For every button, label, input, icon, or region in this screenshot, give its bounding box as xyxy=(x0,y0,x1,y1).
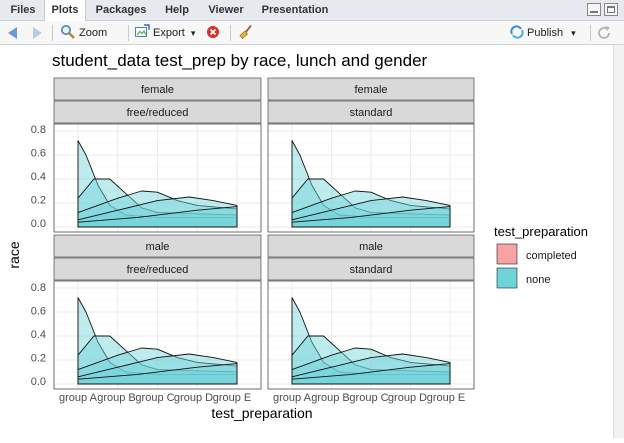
density-area xyxy=(77,206,238,228)
panel-border xyxy=(53,280,262,390)
x-tick-label: group B xyxy=(311,392,350,404)
minimize-pane-button[interactable] xyxy=(587,3,601,16)
facet-strip-lunch xyxy=(53,257,262,281)
export-label: Export xyxy=(153,27,185,39)
panel-border xyxy=(267,123,475,233)
legend-label: completed xyxy=(526,250,577,262)
y-tick-label: 0.4 xyxy=(31,329,46,341)
pane-tab-bar: Files Plots Packages Help Viewer Present… xyxy=(0,0,624,21)
remove-icon xyxy=(207,26,219,38)
facet-strip-label: free/reduced xyxy=(127,107,189,119)
facet-panel xyxy=(267,123,475,233)
forward-arrow-icon[interactable] xyxy=(33,27,42,39)
y-tick-label: 0.2 xyxy=(31,353,46,365)
facet-strip-label: free/reduced xyxy=(127,264,189,276)
facet-strip-label: female xyxy=(141,84,174,96)
toolbar-separator xyxy=(230,25,231,41)
y-tick-label: 0.0 xyxy=(31,376,46,388)
panel-border xyxy=(53,123,262,233)
facet-panel xyxy=(53,123,262,233)
facet-panel xyxy=(53,280,262,390)
panel-border xyxy=(267,280,475,390)
zoom-label: Zoom xyxy=(79,27,108,39)
remove-plot-button[interactable] xyxy=(206,24,220,42)
tab-viewer[interactable]: Viewer xyxy=(208,4,244,16)
facet-strip-label: standard xyxy=(350,264,393,276)
y-tick-label: 0.0 xyxy=(31,218,46,230)
publish-label: Publish xyxy=(527,27,564,39)
tab-plots[interactable]: Plots xyxy=(44,0,86,21)
facet-strip-gender xyxy=(53,234,262,258)
toolbar-separator xyxy=(590,25,591,41)
x-tick-label: group C xyxy=(135,392,174,404)
export-button[interactable]: Export ▾ xyxy=(134,24,195,42)
clear-all-plots-button[interactable] xyxy=(238,24,254,42)
facet-strip-label: standard xyxy=(350,107,393,119)
publish-button[interactable]: Publish ▾ xyxy=(510,24,576,42)
facet-strip-label: female xyxy=(354,84,387,96)
toolbar-separator xyxy=(52,25,53,41)
y-tick-label: 0.2 xyxy=(31,195,46,207)
facet-strip-lunch xyxy=(53,100,262,124)
x-tick-label: group E xyxy=(213,392,252,404)
density-area xyxy=(77,363,238,385)
facet-strip-lunch xyxy=(267,100,475,124)
x-tick-label: group D xyxy=(174,392,213,404)
tab-presentation[interactable]: Presentation xyxy=(261,4,329,16)
magnifier-icon xyxy=(61,25,75,39)
vertical-scrollbar[interactable] xyxy=(613,45,624,438)
y-tick-label: 0.6 xyxy=(31,306,46,318)
x-tick-label: group A xyxy=(59,392,98,404)
density-area xyxy=(291,206,451,228)
maximize-pane-button[interactable] xyxy=(604,3,618,16)
facet-strip-label: male xyxy=(146,241,170,253)
density-area xyxy=(291,363,451,385)
x-tick-label: group C xyxy=(349,392,388,404)
legend-key-completed xyxy=(496,243,518,265)
refresh-icon[interactable] xyxy=(596,25,612,41)
plot-canvas: student_data test_prep by race, lunch an… xyxy=(6,51,588,421)
legend-title: test_preparation xyxy=(494,224,588,239)
x-tick-label: group A xyxy=(273,392,312,404)
x-tick-label: group D xyxy=(388,392,427,404)
publish-icon xyxy=(510,25,524,39)
x-axis-title: test_preparation xyxy=(211,405,312,421)
y-tick-label: 0.8 xyxy=(31,124,46,136)
broom-icon xyxy=(239,24,252,40)
facet-strip-gender xyxy=(267,234,475,258)
legend-label: none xyxy=(526,274,550,286)
facet-strip-label: male xyxy=(359,241,383,253)
y-tick-label: 0.4 xyxy=(31,171,46,183)
facet-strip-gender xyxy=(267,77,475,101)
back-arrow-icon[interactable] xyxy=(8,27,17,39)
tab-files[interactable]: Files xyxy=(10,4,36,16)
toolbar-separator xyxy=(128,25,129,41)
tab-packages[interactable]: Packages xyxy=(95,4,147,16)
chart-title: student_data test_prep by race, lunch an… xyxy=(52,51,428,70)
y-axis-title: race xyxy=(6,241,22,268)
y-tick-label: 0.8 xyxy=(31,282,46,294)
tab-help[interactable]: Help xyxy=(165,4,189,16)
facet-strip-lunch xyxy=(267,257,475,281)
chevron-down-icon: ▾ xyxy=(571,28,576,38)
plot-viewer: student_data test_prep by race, lunch an… xyxy=(0,45,612,438)
chevron-down-icon: ▾ xyxy=(190,28,196,38)
facet-strip-gender xyxy=(53,77,262,101)
y-tick-label: 0.6 xyxy=(31,148,46,160)
facet-panel xyxy=(267,280,475,390)
export-image-icon xyxy=(135,24,150,37)
x-tick-label: group B xyxy=(97,392,136,404)
legend-key-none xyxy=(496,267,518,289)
zoom-button[interactable]: Zoom xyxy=(60,24,107,42)
plots-toolbar: Zoom Export ▾ Publish ▾ xyxy=(0,21,624,45)
x-tick-label: group E xyxy=(427,392,466,404)
